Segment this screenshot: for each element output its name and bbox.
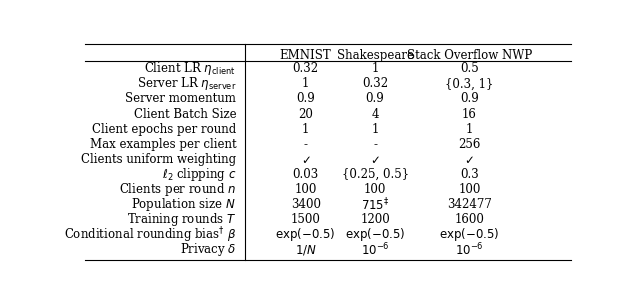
Text: 0.5: 0.5 xyxy=(460,62,479,75)
Text: Population size $N$: Population size $N$ xyxy=(131,196,236,213)
Text: Stack Overflow NWP: Stack Overflow NWP xyxy=(407,49,532,61)
Text: $\checkmark$: $\checkmark$ xyxy=(465,153,474,166)
Text: Client Batch Size: Client Batch Size xyxy=(134,108,236,121)
Text: 20: 20 xyxy=(298,108,313,121)
Text: 342477: 342477 xyxy=(447,198,492,211)
Text: Server momentum: Server momentum xyxy=(125,92,236,105)
Text: Conditional rounding bias$^{\dagger}$ $\beta$: Conditional rounding bias$^{\dagger}$ $\… xyxy=(64,225,236,245)
Text: $\exp(-0.5)$: $\exp(-0.5)$ xyxy=(345,226,405,243)
Text: $\exp(-0.5)$: $\exp(-0.5)$ xyxy=(439,226,500,243)
Text: Clients uniform weighting: Clients uniform weighting xyxy=(81,153,236,166)
Text: 0.9: 0.9 xyxy=(296,92,315,105)
Text: $10^{-6}$: $10^{-6}$ xyxy=(361,242,390,258)
Text: 1200: 1200 xyxy=(360,213,390,226)
Text: 100: 100 xyxy=(458,183,481,196)
Text: Training rounds $T$: Training rounds $T$ xyxy=(127,211,236,228)
Text: 0.32: 0.32 xyxy=(292,62,319,75)
Text: 1: 1 xyxy=(302,123,309,136)
Text: 0.03: 0.03 xyxy=(292,168,319,181)
Text: 0.9: 0.9 xyxy=(460,92,479,105)
Text: 1600: 1600 xyxy=(454,213,484,226)
Text: $\ell_2$ clipping $c$: $\ell_2$ clipping $c$ xyxy=(162,166,236,183)
Text: 1: 1 xyxy=(466,123,473,136)
Text: Client LR $\eta_{\mathrm{client}}$: Client LR $\eta_{\mathrm{client}}$ xyxy=(145,60,236,77)
Text: Max examples per client: Max examples per client xyxy=(90,138,236,151)
Text: {0.3, 1}: {0.3, 1} xyxy=(445,78,493,90)
Text: 1: 1 xyxy=(371,123,379,136)
Text: Shakespeare: Shakespeare xyxy=(337,49,413,61)
Text: 1500: 1500 xyxy=(291,213,321,226)
Text: 4: 4 xyxy=(371,108,379,121)
Text: $715^{\ddagger}$: $715^{\ddagger}$ xyxy=(361,196,389,213)
Text: $10^{-6}$: $10^{-6}$ xyxy=(455,242,484,258)
Text: $\exp(-0.5)$: $\exp(-0.5)$ xyxy=(275,226,336,243)
Text: 1: 1 xyxy=(302,78,309,90)
Text: 0.3: 0.3 xyxy=(460,168,479,181)
Text: 100: 100 xyxy=(364,183,387,196)
Text: $1/N$: $1/N$ xyxy=(295,243,317,257)
Text: 0.9: 0.9 xyxy=(365,92,385,105)
Text: {0.25, 0.5}: {0.25, 0.5} xyxy=(342,168,409,181)
Text: Client epochs per round: Client epochs per round xyxy=(92,123,236,136)
Text: $\checkmark$: $\checkmark$ xyxy=(370,153,380,166)
Text: 3400: 3400 xyxy=(291,198,321,211)
Text: Server LR $\eta_{\mathrm{server}}$: Server LR $\eta_{\mathrm{server}}$ xyxy=(137,75,236,92)
Text: -: - xyxy=(304,138,308,151)
Text: Clients per round $n$: Clients per round $n$ xyxy=(119,181,236,198)
Text: 0.32: 0.32 xyxy=(362,78,388,90)
Text: 1: 1 xyxy=(371,62,379,75)
Text: -: - xyxy=(373,138,377,151)
Text: Privacy $\delta$: Privacy $\delta$ xyxy=(180,241,236,258)
Text: 16: 16 xyxy=(462,108,477,121)
Text: 256: 256 xyxy=(458,138,481,151)
Text: $\checkmark$: $\checkmark$ xyxy=(301,153,310,166)
Text: EMNIST: EMNIST xyxy=(280,49,332,61)
Text: 100: 100 xyxy=(294,183,317,196)
